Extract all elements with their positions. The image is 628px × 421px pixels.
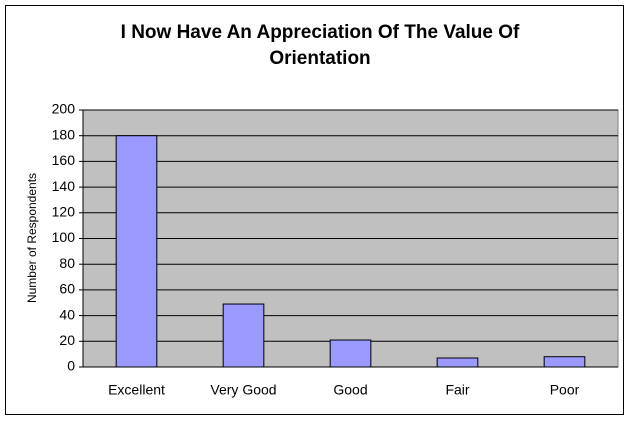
bar [436, 357, 479, 368]
y-tick-label: 140 [52, 178, 76, 194]
bar [329, 339, 372, 368]
chart-title: I Now Have An Appreciation Of The Value … [120, 22, 520, 69]
y-tick-label: 0 [67, 358, 75, 374]
x-tick-label: Fair [445, 382, 469, 398]
y-axis-label: Number of Respondents [25, 173, 39, 303]
x-tick-label: Good [333, 382, 367, 398]
y-tick-label: 160 [52, 152, 76, 168]
bar [222, 303, 265, 368]
bar [543, 356, 586, 368]
y-tick-label: 40 [59, 306, 75, 322]
y-tick-label: 80 [59, 255, 75, 271]
y-tick-label: 120 [52, 204, 76, 220]
y-tick-label: 20 [59, 332, 75, 348]
x-tick-label: Very Good [210, 382, 276, 398]
x-tick-label: Excellent [108, 382, 165, 398]
y-tick-label: 100 [52, 229, 76, 245]
y-tick-label: 60 [59, 281, 75, 297]
x-tick-label: Poor [550, 382, 580, 398]
bar [115, 135, 158, 368]
y-tick-label: 180 [52, 126, 76, 142]
y-tick-label: 200 [52, 101, 76, 117]
